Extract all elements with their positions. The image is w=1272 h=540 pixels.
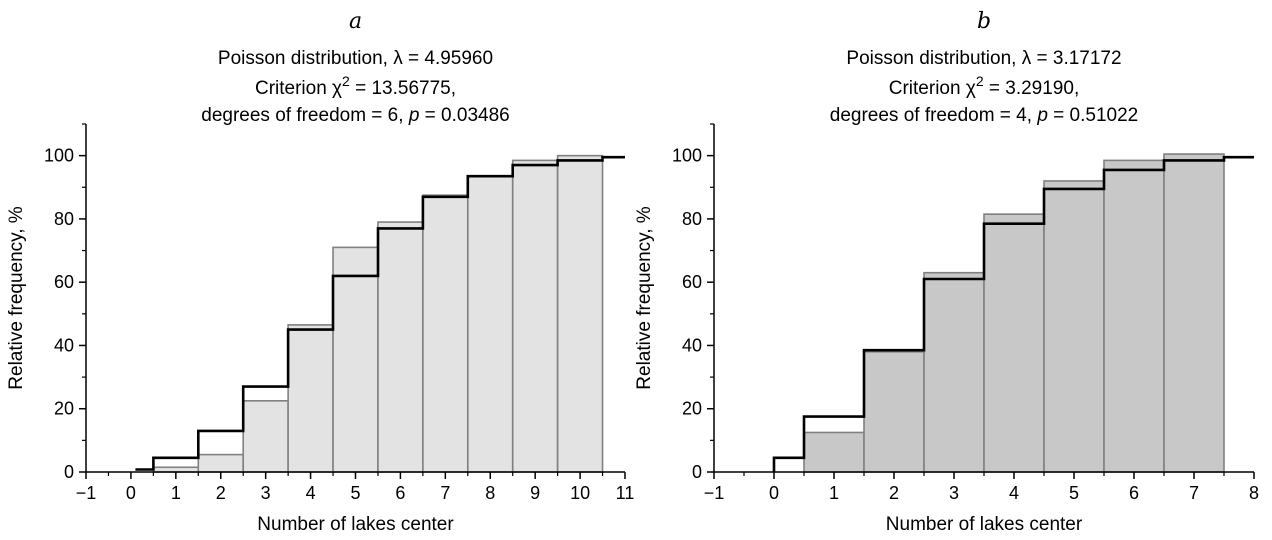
chi-symbol: χ	[966, 78, 976, 99]
lambda-symbol: λ	[393, 48, 403, 69]
x-tick-label: 0	[126, 483, 136, 503]
title-text: = 0.03486	[419, 105, 509, 126]
x-tick-label: 2	[216, 483, 226, 503]
x-tick-label: 8	[485, 483, 495, 503]
bar	[923, 271, 985, 473]
y-tick-label: 80	[54, 209, 74, 229]
x-tick-label: 5	[1069, 483, 1079, 503]
bar	[983, 213, 1045, 473]
x-tick-label: 6	[395, 483, 405, 503]
x-tick-label: 10	[570, 483, 590, 503]
y-tick-label: 0	[692, 462, 702, 482]
bar	[332, 246, 379, 473]
panel-letter: a	[349, 9, 362, 34]
title-text: degrees of freedom = 4,	[830, 105, 1038, 126]
chi-symbol: χ	[332, 78, 342, 99]
bar	[242, 400, 289, 473]
bar	[863, 350, 925, 473]
lambda-symbol: λ	[1022, 48, 1032, 69]
bar	[287, 324, 334, 473]
chart-title-line: Criterion χ2 = 3.29190,	[889, 73, 1079, 99]
y-tick-label: 0	[64, 462, 74, 482]
bar	[1163, 153, 1225, 473]
bar	[466, 175, 514, 473]
x-tick-label: 0	[769, 483, 779, 503]
x-tick-label: 2	[889, 483, 899, 503]
x-tick-label: −1	[76, 483, 97, 503]
chart-title-line: Poisson distribution, λ = 4.95960	[218, 48, 493, 69]
x-axis-label: Number of lakes center	[886, 514, 1083, 535]
title-text: = 0.51022	[1048, 105, 1138, 126]
superscript: 2	[976, 73, 984, 89]
bar	[1103, 159, 1165, 473]
y-tick-label: 80	[682, 209, 702, 229]
x-axis-label: Number of lakes center	[257, 514, 454, 535]
series-line	[772, 155, 1254, 472]
title-text: = 3.29190,	[984, 78, 1080, 99]
title-text: degrees of freedom = 6,	[201, 105, 409, 126]
y-tick-label: 40	[682, 335, 702, 355]
p-symbol: p	[1036, 105, 1048, 126]
x-tick-label: −1	[704, 483, 725, 503]
chart-panel-b: b Poisson distribution, λ = 3.17172 Criter…	[634, 9, 1259, 535]
superscript: 2	[342, 73, 350, 89]
bar	[197, 453, 245, 473]
y-tick-label: 40	[54, 335, 74, 355]
bar	[422, 194, 469, 473]
title-text: = 3.17172	[1031, 48, 1121, 69]
chart-title-line: degrees of freedom = 4, p = 0.51022	[830, 105, 1138, 126]
p-symbol: p	[408, 105, 420, 126]
title-text: Poisson distribution,	[846, 48, 1021, 69]
title-text: = 4.95960	[403, 48, 493, 69]
x-tick-label: 11	[616, 483, 635, 503]
chart-title-line: Criterion χ2 = 13.56775,	[255, 73, 456, 99]
panel-letter: b	[977, 9, 991, 34]
y-axis-label: Relative frequency, %	[634, 206, 655, 390]
series-line	[135, 155, 625, 471]
y-tick-label: 20	[54, 399, 74, 419]
x-tick-label: 4	[1009, 483, 1019, 503]
bar	[556, 154, 604, 473]
chart-panel-a: a Poisson distribution, λ = 4.95960 Criter…	[6, 9, 634, 535]
title-text: = 13.56775,	[350, 78, 456, 99]
bar	[377, 221, 424, 473]
x-tick-label: 3	[261, 483, 271, 503]
y-tick-label: 100	[672, 146, 702, 166]
x-tick-label: 7	[1189, 483, 1199, 503]
bar	[1043, 180, 1105, 473]
x-tick-label: 9	[530, 483, 540, 503]
y-axis-label: Relative frequency, %	[6, 206, 27, 390]
y-tick-label: 20	[682, 399, 702, 419]
title-text: Criterion	[889, 78, 966, 99]
x-tick-label: 1	[829, 483, 839, 503]
chart-title-line: degrees of freedom = 6, p = 0.03486	[201, 105, 509, 126]
y-tick-label: 100	[44, 146, 74, 166]
title-text: Poisson distribution,	[218, 48, 393, 69]
x-tick-label: 6	[1129, 483, 1139, 503]
x-tick-label: 3	[949, 483, 959, 503]
x-tick-label: 8	[1249, 483, 1259, 503]
y-tick-label: 60	[54, 272, 74, 292]
x-tick-label: 1	[171, 483, 181, 503]
title-text: Criterion	[255, 78, 332, 99]
x-tick-label: 7	[440, 483, 450, 503]
chart-title-line: Poisson distribution, λ = 3.17172	[846, 48, 1121, 69]
x-tick-label: 5	[350, 483, 360, 503]
bar	[511, 159, 559, 473]
y-tick-label: 60	[682, 272, 702, 292]
x-tick-label: 4	[306, 483, 316, 503]
bar	[803, 431, 865, 473]
